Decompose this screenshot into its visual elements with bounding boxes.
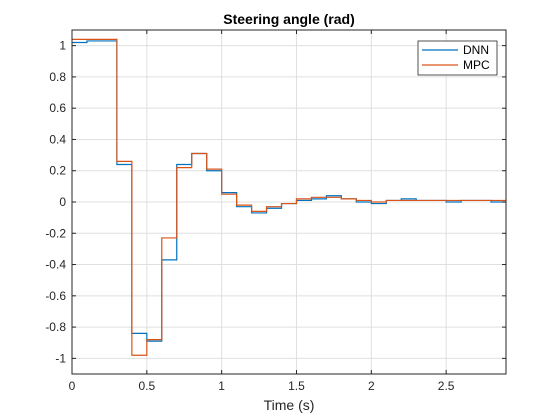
legend-label-dnn: DNN [463, 43, 489, 57]
y-axis: 1 0.8 0.6 0.4 0.2 0 -0.2 -0.4 -0.6 -0.8 -1 [45, 39, 506, 365]
y-tick-label: -0.2 [45, 226, 66, 240]
series-lines [72, 38, 506, 356]
x-tick-label: 2.5 [438, 379, 455, 393]
x-axis: 0 0.5 1 1.5 2 2.5 [69, 30, 455, 393]
y-tick-label: -0.8 [45, 320, 66, 334]
legend-box [417, 40, 498, 76]
y-tick-label: -0.4 [45, 258, 66, 272]
y-tick-label: -0.6 [45, 289, 66, 303]
x-tick-label: 1.5 [288, 379, 305, 393]
y-tick-label: 0.4 [49, 132, 66, 146]
y-tick-label: 0 [59, 195, 66, 209]
x-tick-label: 0.5 [138, 379, 155, 393]
legend-label-mpc: MPC [463, 58, 490, 72]
x-tick-label: 1 [218, 379, 225, 393]
y-tick-label: -1 [55, 351, 66, 365]
grid-lines [71, 30, 506, 374]
y-tick-label: 1 [59, 39, 66, 53]
x-tick-label: 0 [69, 379, 76, 393]
series-line-mpc [72, 38, 506, 356]
y-tick-label: 0.8 [49, 70, 66, 84]
chart-title: Steering angle (rad) [223, 11, 354, 27]
y-tick-label: 0.2 [49, 164, 66, 178]
x-tick-label: 2 [368, 379, 375, 393]
x-axis-label: Time (s) [264, 397, 315, 413]
y-tick-label: 0.6 [49, 101, 66, 115]
